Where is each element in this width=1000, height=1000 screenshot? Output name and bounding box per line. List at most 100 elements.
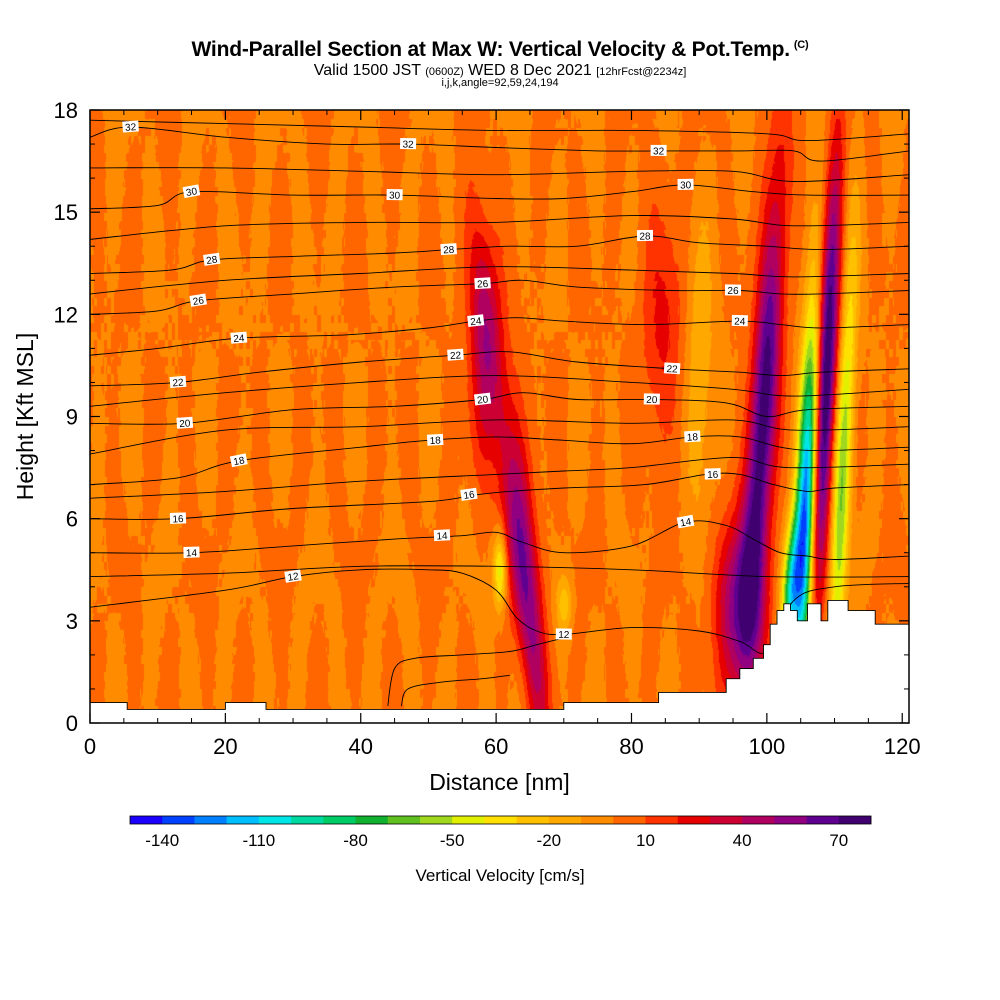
contour-label-text: 32 [402,139,414,150]
colorbar-swatch [838,816,872,824]
contour-label-14: 14 [183,546,200,559]
contour-label-box [400,137,417,150]
contour-label-text: 16 [463,490,476,502]
contour-labels: 12 12 14 14 14 16 16 16 18 18 18 20 20 20 22 22 22 24 24 24… [122,120,748,641]
contour-label-box [433,529,451,542]
contour-label-text: 28 [639,231,651,242]
y-tick-label: 6 [66,507,78,532]
local-contour-1 [400,674,510,707]
contour-label-text: 18 [233,455,246,468]
colorbar-swatch [323,816,356,824]
contour-label-box [183,546,200,558]
colorbar-swatch [742,816,775,824]
contour-label-32: 32 [650,144,667,157]
contour-label-18: 18 [229,453,248,468]
theta-contour-minor-14 [90,375,909,407]
contour-label-text: 30 [185,186,198,199]
colorbar-tick-label: 10 [636,831,655,850]
contour-label-text: 26 [727,286,739,297]
y-tick-label: 18 [54,98,78,123]
contour-label-box [473,392,492,406]
contour-label-box [169,512,187,525]
colorbar-tick-label: 70 [829,831,848,850]
contour-label-text: 22 [450,350,462,362]
contour-label-22: 22 [169,375,187,389]
contour-label-24: 24 [467,314,485,328]
colorbar-swatch [387,816,421,824]
contour-label-26: 26 [724,284,742,297]
contour-label-box [676,514,695,529]
contour-label-text: 16 [172,514,184,525]
contour-label-text: 32 [653,146,665,157]
contour-label-text: 24 [734,316,746,327]
x-tick-label: 120 [884,734,921,759]
contour-label-box [122,120,139,133]
colorbar-tick-label: -20 [537,831,562,850]
contour-label-text: 32 [125,122,137,134]
valid-time: Valid 1500 JST [313,62,421,79]
contour-label-box [189,293,207,307]
axis-ticks: 0 20 40 60 80 100 120 0 3 6 9 12 15 18 [54,98,921,759]
theta-contour-minor-18 [90,119,909,142]
x-tick-label: 100 [749,734,786,759]
colorbar-swatch [806,816,840,824]
colorbar-swatch [355,816,389,824]
valid-date: WED 8 Dec 2021 [468,62,592,79]
colorbar: -140 -110 -80 -50 -20 10 40 70 Vertical Velocity… [129,815,872,885]
contour-label-32: 32 [122,120,139,134]
contour-label-text: 20 [646,395,658,406]
contour-label-16: 16 [704,468,721,481]
contour-label-20: 20 [643,393,660,406]
colorbar-swatch [581,816,614,824]
contour-label-box [724,284,742,296]
contour-label-20: 20 [176,416,194,430]
colorbar-tick-label: -80 [343,831,368,850]
colorbar-swatch [548,816,582,824]
colorbar-swatch [226,816,260,824]
contour-label-32: 32 [400,137,417,151]
contour-label-text: 24 [470,316,483,328]
contour-label-text: 22 [666,364,678,376]
contour-label-28: 28 [440,243,457,256]
colorbar-swatch [677,816,711,824]
x-tick-label: 60 [484,734,508,759]
theta-contour-20 [90,392,909,425]
colorbar-swatch [419,816,453,824]
chart-title-text: Wind-Parallel Section at Max W: Vertical… [191,38,791,61]
contour-label-12: 12 [555,628,572,641]
contour-label-text: 30 [680,180,692,191]
contour-label-box [636,229,654,242]
contour-label-box [284,569,302,583]
colorbar-swatch [291,816,324,824]
x-tick-label: 0 [84,734,96,759]
forecast-info: [12hrFcst@2234z] [596,66,687,78]
contour-label-text: 18 [429,435,441,447]
contour-label-18: 18 [426,433,444,447]
contour-label-box [176,416,194,429]
contour-label-26: 26 [189,293,207,308]
contour-label-text: 30 [389,191,401,202]
contour-label-16: 16 [169,512,187,525]
x-tick-label: 40 [349,734,373,759]
contour-label-box [704,468,721,480]
colorbar-swatch [484,816,517,824]
contour-label-box [684,430,701,443]
contour-label-box [169,375,187,389]
contour-label-text: 14 [679,517,692,530]
theta-contour-minor-15 [90,266,909,295]
colorbar-swatch [258,816,292,824]
contour-label-box [731,314,748,327]
colorbar-tick-label: -140 [145,831,179,850]
contour-label-28: 28 [203,252,221,267]
colorbar-swatch [645,816,678,824]
contour-label-24: 24 [230,331,248,345]
contour-label-text: 12 [287,571,300,584]
contour-label-box [460,487,478,501]
contour-label-text: 26 [192,295,205,308]
contour-label-22: 22 [663,362,681,376]
contour-label-box [555,628,572,640]
theta-contour-22 [90,351,909,387]
contour-label-text: 20 [477,394,490,406]
y-tick-label: 12 [54,302,78,327]
